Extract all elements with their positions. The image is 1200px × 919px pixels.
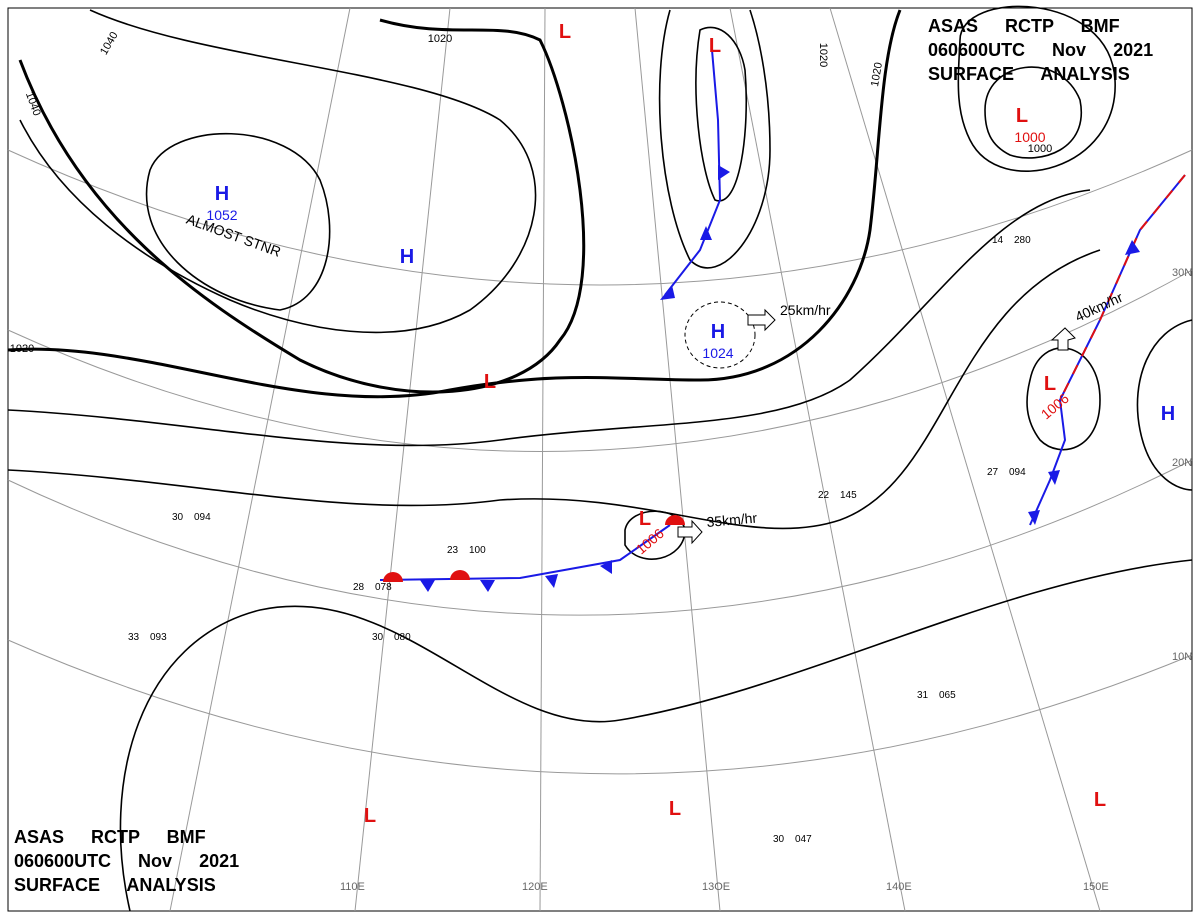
central-pressure: 1000 bbox=[1014, 129, 1045, 145]
isobar bbox=[658, 9, 771, 269]
station-temp: 33 bbox=[128, 632, 140, 643]
isobar bbox=[18, 18, 586, 394]
stationary-front bbox=[1059, 174, 1186, 401]
longitude-label: 150E bbox=[1083, 881, 1109, 893]
arrow bbox=[747, 308, 776, 332]
station-pressure: 145 bbox=[840, 490, 857, 501]
meridian bbox=[354, 7, 451, 912]
central-pressure: 1024 bbox=[702, 345, 733, 361]
motion-arrows bbox=[677, 308, 1076, 545]
title-line: 060600UTC Nov 2021 bbox=[928, 40, 1153, 60]
pressure-center: H bbox=[711, 321, 725, 343]
station-pressure: 280 bbox=[1014, 235, 1031, 246]
latitude-label: 30N bbox=[1172, 267, 1192, 279]
station-pressure: 094 bbox=[194, 512, 211, 523]
motion-speed: 25km/hr bbox=[780, 302, 831, 318]
station-temp: 30 bbox=[372, 632, 384, 643]
longitude-label: 13OE bbox=[702, 881, 730, 893]
pressure-center: L bbox=[669, 798, 681, 820]
station-pressure: 080 bbox=[394, 632, 411, 643]
isobar-dashed bbox=[684, 301, 756, 369]
meridian bbox=[729, 7, 906, 912]
isobar bbox=[7, 249, 1101, 530]
longitude-label: 140E bbox=[886, 881, 912, 893]
isobars bbox=[7, 5, 1193, 912]
pressure-center: H bbox=[215, 183, 229, 205]
pressure-center: L bbox=[484, 371, 496, 393]
station-temp: 30 bbox=[773, 834, 785, 845]
pressure-center: H bbox=[400, 246, 414, 268]
isobar bbox=[7, 189, 1091, 447]
latitude-label: 20N bbox=[1172, 457, 1192, 469]
motion-speed: 35km/hr bbox=[706, 510, 758, 530]
meridian bbox=[539, 7, 546, 912]
isobar bbox=[695, 26, 748, 202]
isobar bbox=[984, 66, 1083, 159]
cold-front bbox=[664, 49, 722, 296]
station-pressure: 047 bbox=[795, 834, 812, 845]
station-pressure: 100 bbox=[469, 545, 486, 556]
station-pressure: 094 bbox=[1009, 467, 1026, 478]
graticule bbox=[7, 7, 1193, 912]
station-temp: 23 bbox=[447, 545, 459, 556]
station-temp: 27 bbox=[987, 467, 999, 478]
pressure-center: L bbox=[559, 21, 571, 43]
station-pressure: 078 bbox=[375, 582, 392, 593]
isobar bbox=[1136, 319, 1193, 491]
station-pressure: 065 bbox=[939, 690, 956, 701]
isobar-label: 1000 bbox=[1028, 143, 1052, 155]
title-line: SURFACE ANALYSIS bbox=[14, 875, 216, 895]
station-temp: 14 bbox=[992, 235, 1004, 246]
pressure-center: L bbox=[1044, 373, 1056, 395]
title-line: ASAS RCTP BMF bbox=[14, 827, 206, 847]
central-pressure: 1052 bbox=[206, 207, 237, 223]
station-temp: 22 bbox=[818, 490, 830, 501]
title-line: SURFACE ANALYSIS bbox=[928, 64, 1130, 84]
arrow bbox=[1050, 327, 1076, 351]
parallel bbox=[7, 149, 1193, 286]
meridian bbox=[634, 7, 721, 912]
fronts bbox=[379, 49, 1186, 592]
pressure-center: L bbox=[709, 35, 721, 57]
pressure-center: L bbox=[639, 508, 651, 530]
station-temp: 28 bbox=[353, 582, 365, 593]
meridian bbox=[829, 7, 1101, 912]
parallel bbox=[7, 269, 1193, 452]
cold-front bbox=[379, 524, 671, 581]
pressure-center: H bbox=[1161, 403, 1175, 425]
isobar bbox=[957, 5, 1116, 173]
isobar bbox=[145, 132, 331, 311]
cold-front bbox=[1029, 174, 1186, 526]
isobar-label: 1020 bbox=[869, 61, 885, 87]
station-temp: 31 bbox=[917, 690, 929, 701]
longitude-label: 110E bbox=[340, 881, 365, 893]
isobar-label: 1020 bbox=[817, 43, 829, 67]
title-line: 060600UTC Nov 2021 bbox=[14, 851, 239, 871]
latitude-label: 10N bbox=[1172, 651, 1192, 663]
station-pressure: 093 bbox=[150, 632, 167, 643]
longitude-label: 120E bbox=[522, 881, 548, 893]
arrow bbox=[677, 519, 703, 545]
pressure-center: L bbox=[364, 805, 376, 827]
pressure-center: L bbox=[1016, 105, 1028, 127]
frame bbox=[7, 7, 1193, 912]
title-line: ASAS RCTP BMF bbox=[928, 16, 1120, 36]
isobar bbox=[119, 559, 1193, 912]
isobar-label: 1020 bbox=[428, 33, 452, 45]
meridian bbox=[169, 7, 351, 912]
parallel bbox=[7, 459, 1193, 616]
parallel bbox=[7, 639, 1193, 775]
station-temp: 30 bbox=[172, 512, 184, 523]
pressure-center: L bbox=[1094, 789, 1106, 811]
isobar-label: 1020 bbox=[10, 343, 34, 355]
isobar bbox=[19, 9, 537, 334]
isobar bbox=[7, 9, 902, 399]
